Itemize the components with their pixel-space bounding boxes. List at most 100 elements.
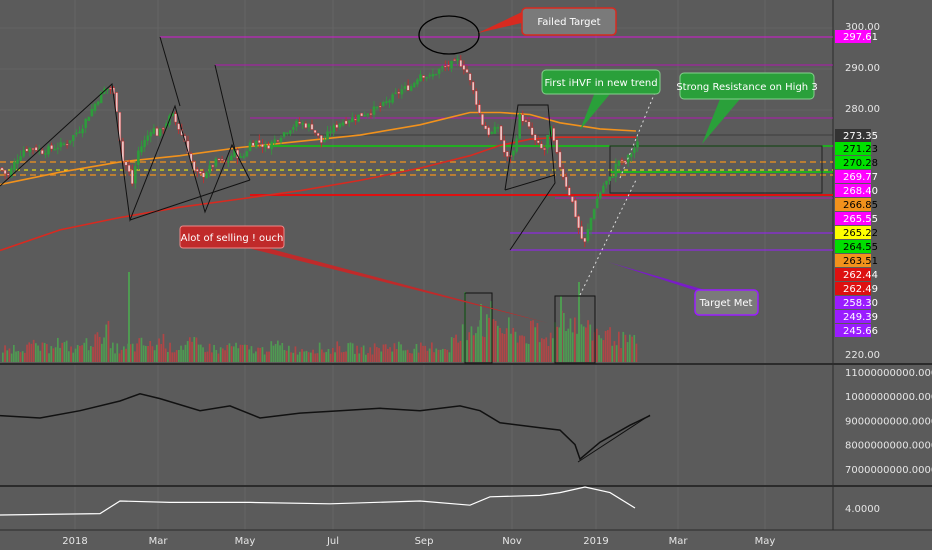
volume-bar xyxy=(270,341,273,362)
volume-bar xyxy=(545,337,548,362)
candle-body xyxy=(62,143,66,145)
volume-bar xyxy=(61,342,64,362)
volume-bar xyxy=(543,339,545,362)
candle-body xyxy=(140,146,143,153)
candle-body xyxy=(115,92,118,112)
volume-bar xyxy=(582,326,585,362)
volume-bar xyxy=(204,352,207,362)
candle-body xyxy=(44,153,47,155)
candle-body xyxy=(205,172,208,178)
volume-bar xyxy=(305,350,308,362)
volume-bar xyxy=(252,353,255,362)
volume-bar xyxy=(200,344,202,362)
candle-body xyxy=(478,104,481,114)
price-label-box xyxy=(835,310,871,323)
drawing-line-a xyxy=(159,36,181,107)
price-label-box xyxy=(835,254,871,267)
volume-bar xyxy=(613,341,616,362)
volume-bar xyxy=(277,340,279,362)
candle-body xyxy=(375,106,379,109)
candle-body xyxy=(28,147,32,152)
volume-bar xyxy=(391,351,394,362)
volume-bar xyxy=(318,342,321,362)
volume-bar xyxy=(268,351,270,362)
volume-bar xyxy=(382,344,385,362)
candle-body xyxy=(292,126,295,130)
volume-bar xyxy=(635,343,638,362)
candle-body xyxy=(326,131,329,140)
price-label-text: 273.35 xyxy=(843,131,878,142)
candle-body xyxy=(59,142,63,147)
candle-body xyxy=(431,73,435,77)
volume-bar xyxy=(488,317,490,362)
candle-body xyxy=(93,103,97,111)
volume-bar xyxy=(263,354,266,362)
candle-body xyxy=(304,123,308,128)
price-label-text: 258.30 xyxy=(843,298,878,309)
volume-bar xyxy=(228,343,231,362)
candle-body xyxy=(78,131,81,134)
candle-body xyxy=(68,140,72,143)
indicator-1-tick: 7000000000.0000 xyxy=(845,465,932,476)
volume-bar xyxy=(211,352,213,362)
volume-bar xyxy=(142,345,145,362)
volume-bar xyxy=(41,342,44,362)
candle-body xyxy=(130,169,134,184)
top-pattern xyxy=(504,104,556,251)
trend-up-line xyxy=(579,179,637,296)
price-tick: 290.00 xyxy=(845,63,880,74)
candle-body xyxy=(267,145,270,149)
volume-bar xyxy=(567,328,570,362)
price-label-text: 268.40 xyxy=(843,186,878,197)
volume-bar xyxy=(501,333,504,362)
volume-bar xyxy=(13,344,15,362)
x-tick: Mar xyxy=(669,536,689,547)
x-tick: May xyxy=(235,536,256,547)
indicator-1-tick: 9000000000.0000 xyxy=(845,416,932,427)
candle-body xyxy=(447,65,450,67)
volume-bar xyxy=(241,344,244,362)
x-tick: Sep xyxy=(415,536,434,547)
candle-body xyxy=(394,92,398,95)
volume-bar xyxy=(217,353,220,362)
volume-bar xyxy=(72,352,75,362)
volume-bar xyxy=(147,345,149,362)
volume-bar xyxy=(351,343,354,362)
volume-bar xyxy=(600,338,603,362)
volume-bar xyxy=(499,327,501,362)
volume-bar xyxy=(591,340,594,362)
candle-body xyxy=(490,132,494,134)
volume-bar xyxy=(134,351,136,362)
volume-bar xyxy=(109,348,112,362)
candle-body xyxy=(378,105,382,108)
candle-body xyxy=(3,169,7,174)
volume-bar xyxy=(65,340,68,362)
price-label-text: 262.49 xyxy=(843,284,878,295)
volume-bar xyxy=(274,344,277,362)
candle-body xyxy=(208,165,212,173)
volume-bar xyxy=(609,327,611,362)
volume-bar xyxy=(90,346,92,362)
volume-bar xyxy=(538,342,541,362)
volume-bar xyxy=(481,336,484,362)
candle-body xyxy=(527,121,531,127)
candle-body xyxy=(270,141,274,150)
volume-bar xyxy=(453,337,455,362)
candle-body xyxy=(34,147,38,151)
volume-bar xyxy=(477,326,479,362)
candle-body xyxy=(468,73,472,81)
callout-failed-target-pointer xyxy=(478,12,526,33)
candle-body xyxy=(87,116,91,122)
volume-bar xyxy=(145,345,147,362)
candle-body xyxy=(258,140,261,143)
volume-bar xyxy=(426,350,429,362)
volume-bar xyxy=(329,353,332,362)
callout-failed-target-text: Failed Target xyxy=(537,17,600,28)
price-label-box xyxy=(835,184,871,197)
volume-bar xyxy=(604,331,607,362)
candle-body xyxy=(422,75,425,78)
volume-bar xyxy=(151,346,154,362)
candle-body xyxy=(239,156,243,159)
volume-bar xyxy=(307,352,310,362)
callout-strong-resistance-box xyxy=(679,72,815,100)
